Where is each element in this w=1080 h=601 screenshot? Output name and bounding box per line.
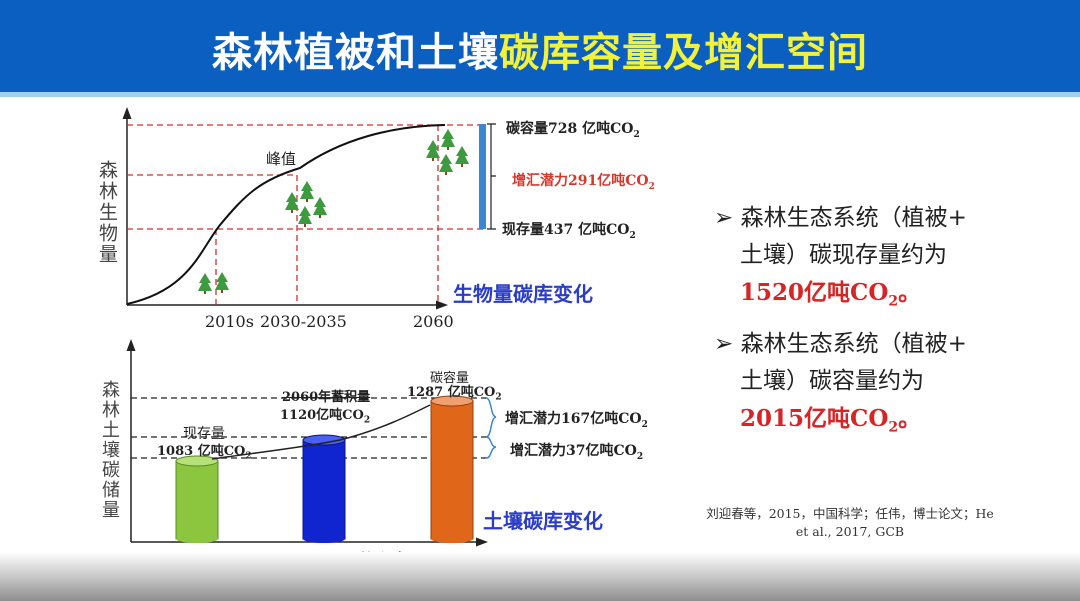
mid-title: 2060年蓄积量 bbox=[282, 390, 371, 405]
title-white: 森林植被和土壤 bbox=[212, 30, 499, 76]
slide-title: 森林植被和土壤碳库容量及增汇空间 bbox=[0, 20, 1080, 78]
brackets bbox=[485, 397, 497, 459]
biomass-curve bbox=[126, 124, 446, 305]
title-bar bbox=[0, 0, 1080, 97]
potential2-label: 增汇潜力37亿吨CO2 bbox=[510, 443, 644, 462]
bullet-1: ➢ 森林生态系统（植被+ 土壤）碳现存量约为 1520亿吨CO2。 bbox=[714, 205, 967, 310]
cylinder-2010s bbox=[175, 455, 219, 543]
soil-chart-label: 土壤碳库变化 bbox=[483, 509, 603, 533]
current-title: 现存量 bbox=[183, 426, 225, 442]
cap-title: 碳容量 bbox=[430, 371, 470, 386]
potential-bar bbox=[479, 124, 486, 229]
potential1-label: 增汇潜力167亿吨CO2 bbox=[505, 411, 648, 430]
soil-ylabel: 森林土壤碳储量 bbox=[99, 380, 120, 520]
cap-value: 1287 亿吨CO2 bbox=[407, 385, 502, 403]
x-tick: 2060 bbox=[413, 312, 454, 331]
peak-label: 峰值 bbox=[266, 150, 297, 168]
x-tick: 2030-2035 bbox=[260, 312, 347, 331]
potential-label: 增汇潜力291亿吨CO2 bbox=[512, 173, 655, 192]
biomass-chart bbox=[122, 107, 496, 310]
citation: 刘迎春等，2015，中国科学；任伟，博士论文；He et al., 2017, G… bbox=[706, 506, 994, 539]
mid-value: 1120亿吨CO2 bbox=[280, 408, 371, 426]
x-tick: 2010s bbox=[205, 312, 254, 331]
footer-shade bbox=[0, 552, 1080, 601]
cylinder-2060 bbox=[302, 434, 346, 543]
cylinder-saturation bbox=[430, 395, 474, 543]
current-value: 1083 亿吨CO2 bbox=[157, 444, 252, 462]
current-label: 现存量437 亿吨CO2 bbox=[502, 222, 636, 241]
capacity-label: 碳容量728 亿吨CO2 bbox=[506, 121, 640, 140]
bracket bbox=[487, 123, 496, 230]
biomass-chart-label: 生物量碳库变化 bbox=[453, 282, 593, 306]
bullet-2: ➢ 森林生态系统（植被+ 土壤）碳容量约为 2015亿吨CO2。 bbox=[714, 331, 967, 436]
title-yellow: 碳库容量及增汇空间 bbox=[499, 30, 868, 76]
soil-chart bbox=[126, 339, 497, 547]
biomass-ylabel: 森林生物量 bbox=[96, 160, 118, 265]
